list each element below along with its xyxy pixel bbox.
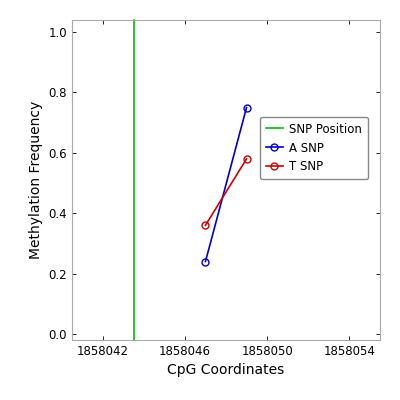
A SNP bbox=[203, 259, 208, 264]
X-axis label: CpG Coordinates: CpG Coordinates bbox=[167, 364, 285, 378]
Y-axis label: Methylation Frequency: Methylation Frequency bbox=[29, 101, 43, 259]
Line: A SNP: A SNP bbox=[202, 104, 250, 265]
Legend: SNP Position, A SNP, T SNP: SNP Position, A SNP, T SNP bbox=[260, 117, 368, 179]
T SNP bbox=[244, 156, 249, 161]
A SNP bbox=[244, 105, 249, 110]
T SNP bbox=[203, 223, 208, 228]
Line: T SNP: T SNP bbox=[202, 155, 250, 229]
